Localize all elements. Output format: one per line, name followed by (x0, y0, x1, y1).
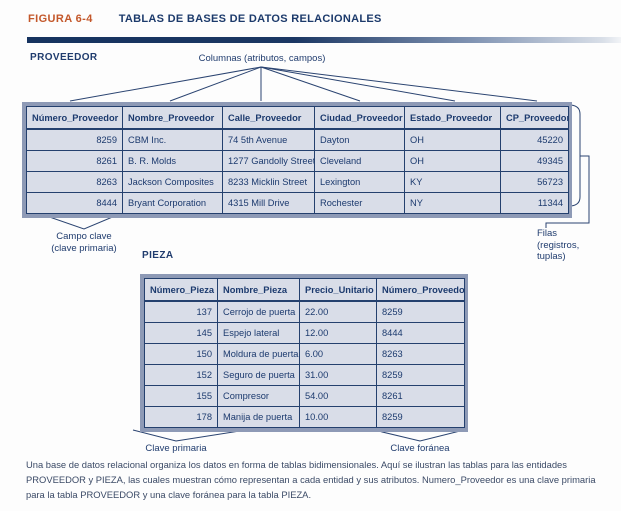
table-cell: Jackson Composites (122, 171, 223, 193)
table-cell: Cerrojo de puerta (217, 300, 300, 323)
pieza-table-label: PIEZA (142, 250, 174, 261)
table-cell: Espejo lateral (217, 322, 300, 344)
table-cell: Lexington (314, 171, 405, 193)
header-row: Número_Proveedor Nombre_Proveedor Calle_Pr… (26, 106, 569, 130)
pieza-table: Número_Pieza Nombre_Pieza Precio_Unitario N… (140, 274, 468, 432)
table-cell: 12.00 (299, 322, 377, 344)
column-header: Ciudad_Proveedor (314, 106, 405, 130)
table-cell: 152 (144, 364, 218, 386)
table-cell: 4315 Mill Drive (222, 192, 315, 214)
table-cell: 155 (144, 385, 218, 407)
table-row: 145 Espejo lateral 12.00 8444 (144, 322, 465, 344)
foreign-key-annotation-label: Clave foránea (390, 443, 450, 454)
table-cell: NY (404, 192, 501, 214)
primary-key-annotation-label: Clave primaria (145, 443, 207, 454)
header-row: Número_Pieza Nombre_Pieza Precio_Unitario N… (144, 278, 465, 302)
table-cell: 49345 (500, 150, 569, 172)
table-cell: 8259 (26, 128, 123, 151)
column-header: Número_Proveedor (26, 106, 123, 130)
table-row: 8261 B. R. Molds 1277 Gandolly Street Cleve… (26, 150, 569, 172)
column-header: Precio_Unitario (299, 278, 377, 302)
table-cell: 6.00 (299, 343, 377, 365)
table-row: 152 Seguro de puerta 31.00 8259 (144, 364, 465, 386)
table-cell: 22.00 (299, 300, 377, 323)
table-cell: 8444 (376, 322, 465, 344)
table-cell: 8263 (376, 343, 465, 365)
table-cell: 8444 (26, 192, 123, 214)
pieza-data-table: Número_Pieza Nombre_Pieza Precio_Unitario N… (144, 278, 465, 428)
column-header: Nombre_Pieza (217, 278, 300, 302)
table-cell: 150 (144, 343, 218, 365)
table-row: 8444 Bryant Corporation 4315 Mill Drive Roc… (26, 192, 569, 214)
table-cell: B. R. Molds (122, 150, 223, 172)
table-cell: Compresor (217, 385, 300, 407)
table-cell: 1277 Gandolly Street (222, 150, 315, 172)
key-field-line2: (clave primaria) (51, 242, 117, 254)
table-cell: 74 5th Avenue (222, 128, 315, 151)
key-field-annotation-label: Campo clave (clave primaria) (24, 231, 144, 254)
table-row: 8259 CBM Inc. 74 5th Avenue Dayton OH 45220 (26, 128, 569, 151)
columns-annotation-label: Columnas (atributos, campos) (198, 53, 326, 64)
figure-number-label: FIGURA 6-4 (28, 13, 93, 25)
column-header: Número_Proveedor (376, 278, 465, 302)
table-row: 8263 Jackson Composites 8233 Micklin Stree… (26, 171, 569, 193)
table-cell: 145 (144, 322, 218, 344)
table-cell: Cleveland (314, 150, 405, 172)
table-cell: Seguro de puerta (217, 364, 300, 386)
column-header: Calle_Proveedor (222, 106, 315, 130)
table-cell: OH (404, 150, 501, 172)
figure-caption: Una base de datos relacional organiza lo… (26, 459, 596, 500)
rows-line2: (registros, (537, 239, 580, 251)
column-header: Estado_Proveedor (404, 106, 501, 130)
table-cell: 45220 (500, 128, 569, 151)
table-cell: 8233 Micklin Street (222, 171, 315, 193)
rows-line3: tuplas) (537, 251, 566, 262)
column-header: CP_Proveedor (500, 106, 569, 130)
table-cell: 8261 (26, 150, 123, 172)
rows-line1: Filas (537, 228, 558, 239)
table-cell: 8261 (376, 385, 465, 407)
table-cell: OH (404, 128, 501, 151)
proveedor-table-label: PROVEEDOR (30, 52, 98, 63)
table-cell: CBM Inc. (122, 128, 223, 151)
figure-header: FIGURA 6-4 TABLAS DE BASES DE DATOS RELA… (28, 13, 382, 25)
table-cell: 54.00 (299, 385, 377, 407)
table-cell: 31.00 (299, 364, 377, 386)
column-header: Nombre_Proveedor (122, 106, 223, 130)
table-cell: 8259 (376, 364, 465, 386)
table-cell: 8263 (26, 171, 123, 193)
table-row: 137 Cerrojo de puerta 22.00 8259 (144, 300, 465, 323)
figure-title: TABLAS DE BASES DE DATOS RELACIONALES (118, 13, 382, 25)
table-cell: 137 (144, 300, 218, 323)
table-row: 178 Manija de puerta 10.00 8259 (144, 406, 465, 428)
table-cell: Moldura de puerta (217, 343, 300, 365)
table-cell: 10.00 (299, 406, 377, 428)
table-cell: Rochester (314, 192, 405, 214)
rows-annotation-label: Filas (registros, tuplas) (537, 228, 579, 263)
header-divider-rule (27, 37, 621, 43)
table-cell: 178 (144, 406, 218, 428)
column-header: Número_Pieza (144, 278, 218, 302)
table-cell: Manija de puerta (217, 406, 300, 428)
table-cell: 11344 (500, 192, 569, 214)
proveedor-table: Número_Proveedor Nombre_Proveedor Calle_Pr… (22, 102, 572, 218)
table-row: 150 Moldura de puerta 6.00 8263 (144, 343, 465, 365)
table-row: 155 Compresor 54.00 8261 (144, 385, 465, 407)
table-cell: Dayton (314, 128, 405, 151)
table-cell: KY (404, 171, 501, 193)
table-cell: 56723 (500, 171, 569, 193)
table-cell: Bryant Corporation (122, 192, 223, 214)
table-cell: 8259 (376, 406, 465, 428)
key-field-line1: Campo clave (56, 231, 112, 242)
proveedor-data-table: Número_Proveedor Nombre_Proveedor Calle_Pr… (26, 106, 569, 214)
table-cell: 8259 (376, 300, 465, 323)
